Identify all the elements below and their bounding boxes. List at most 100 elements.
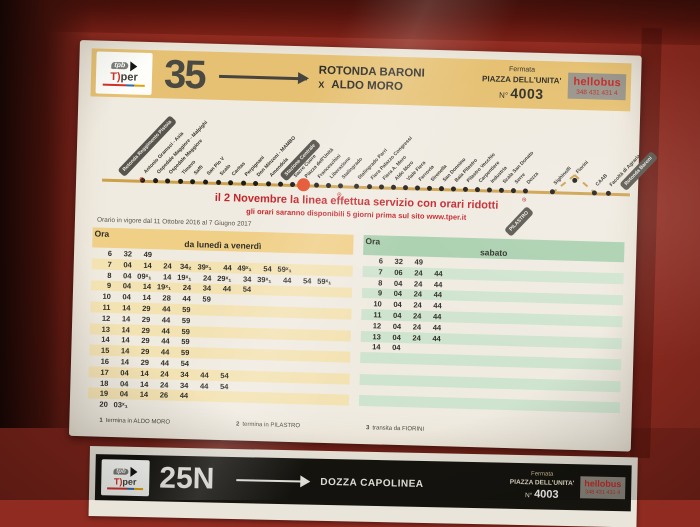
minute-cell: 44 xyxy=(162,304,171,314)
minute-cell: 34 xyxy=(242,274,252,284)
stop-dot xyxy=(474,187,481,193)
minute-cell: 04 xyxy=(123,260,132,270)
hour-cell: 10 xyxy=(373,299,382,309)
arrow-right-icon xyxy=(218,74,307,80)
minute-cell: 59ˣ₁ xyxy=(277,264,292,274)
minute-cell: 24 xyxy=(412,322,422,332)
hour-cell: 13 xyxy=(101,324,111,334)
footnote-marker: 1 xyxy=(99,417,103,424)
tpb-chevron-icon xyxy=(130,60,138,72)
hour-cell: 10 xyxy=(102,291,111,302)
minute-cell: 14 xyxy=(122,303,131,313)
hour-cell: 7 xyxy=(378,267,383,277)
minute-cell: 54 xyxy=(242,285,252,295)
hour-cell: 14 xyxy=(372,342,381,352)
minute-cell: 14 xyxy=(142,282,152,292)
minute-cell: 26 xyxy=(159,390,169,400)
minute-cell: 19ˣ₁ xyxy=(177,272,192,282)
minute-cell: 24 xyxy=(159,379,169,390)
operator-logo: tpb T)per xyxy=(100,459,150,497)
fermata-stop-number: N° 4003 xyxy=(509,487,574,503)
minute-cell: 44 xyxy=(161,315,171,325)
stop-dot xyxy=(522,188,529,194)
stop-dot xyxy=(378,184,385,190)
minute-cell: 32 xyxy=(394,256,404,267)
hour-cell: 17 xyxy=(100,367,109,377)
minute-cell: 39ˣ₁ xyxy=(257,274,272,285)
footnote-marker: 2 xyxy=(235,421,240,428)
minute-cell: 44 xyxy=(222,284,232,294)
saturday-rows: 6 32 49 7 06 24 44 8 04 24 44 9 04 24 44 10 04 24 44 11 04 24… xyxy=(358,255,624,424)
stop-number: 4003 xyxy=(510,84,544,102)
footnote-item: 2 termina in PILASTRO xyxy=(236,422,300,430)
hour-cell: 7 xyxy=(107,259,112,269)
minute-cell: 04 xyxy=(393,300,402,310)
timetable-poster: tpb T)per 35 ROTONDA BARONI X ALDO MORO … xyxy=(68,40,658,452)
operator-logo: tpb T)per xyxy=(95,51,153,96)
stop-dot xyxy=(165,178,171,184)
stop-number-label: N° xyxy=(499,90,509,100)
tper-logo-bar xyxy=(102,83,145,87)
minute-cell: 49 xyxy=(143,249,153,260)
stop-dot xyxy=(353,183,360,189)
minute-cell: 24 xyxy=(412,332,421,343)
minute-cell: 04 xyxy=(393,289,403,299)
stop-dot xyxy=(153,178,159,184)
fermata-stop-number: N° 4003 xyxy=(481,84,561,104)
bottom-timetable-poster: tpb T)per 25N DOZZA CAPOLINEA Fermata PI… xyxy=(88,446,638,527)
stop-dot xyxy=(402,185,409,191)
minute-cell: 29 xyxy=(140,347,150,357)
stop-dot xyxy=(426,185,433,191)
hour-cell: 12 xyxy=(372,321,382,331)
minute-cell: 03ˣ₁ xyxy=(113,400,128,410)
hour-cell: 15 xyxy=(100,345,110,356)
minute-cell: 24 xyxy=(413,279,423,289)
minute-cell: 04 xyxy=(119,389,129,399)
minute-cell: 54 xyxy=(219,381,229,391)
stop-dot xyxy=(605,190,611,196)
hour-cell: 18 xyxy=(99,378,109,388)
stop-dot xyxy=(228,180,234,186)
interchange-symbol-icon: ⊛ xyxy=(139,176,145,183)
minute-cell: 44 xyxy=(182,294,191,304)
footnote-item: 1 termina in ALDO MORO xyxy=(99,418,170,426)
minute-cell: 59 xyxy=(202,294,211,304)
minute-cell: 44 xyxy=(432,322,442,332)
minute-cell: 29 xyxy=(141,325,151,335)
minute-cell: 04 xyxy=(392,343,401,353)
bottom-banner: tpb T)per 25N DOZZA CAPOLINEA Fermata PI… xyxy=(94,454,632,512)
stop-label: Saffi xyxy=(192,164,205,177)
tpb-logo: tpb xyxy=(111,60,138,72)
hellobus-badge: hellobus 348 431 431 4 xyxy=(567,72,627,101)
footnote-item: 3 transita da FIORINI xyxy=(366,425,424,433)
minute-cell: 24 xyxy=(413,289,423,300)
hellobus-phone: 348 431 431 4 xyxy=(584,489,621,497)
minute-cell: 14 xyxy=(139,379,149,389)
hour-cell: 8 xyxy=(378,278,383,288)
minute-cell: 34 xyxy=(202,283,212,294)
minute-cell: 59ˣ₁ xyxy=(317,276,332,286)
minute-cell: 49ˣ₁ xyxy=(237,263,252,273)
weekday-timetable: Ora da lunedì a venerdì 6 32 49 7 04 14 24 34₂ 3… xyxy=(87,227,354,417)
hour-cell: 13 xyxy=(372,331,381,342)
footnote-text: termina in ALDO MORO xyxy=(105,417,171,426)
weekday-rows: 6 32 49 7 04 14 24 34₂ 39ˣ₁ 44 49ˣ₁ 54 59ˣ₁ 8 04 09ˣ₁ 14… xyxy=(87,248,353,417)
tper-logo-per: per xyxy=(122,476,137,487)
stop-dot xyxy=(313,182,320,188)
stop-dot xyxy=(462,186,469,192)
hellobus-badge: hellobus 348 431 431 4 xyxy=(580,476,626,499)
hour-cell: 6 xyxy=(107,248,113,258)
minute-cell: 49 xyxy=(414,257,424,267)
minute-cell: 14 xyxy=(121,335,130,345)
tper-logo: T)per xyxy=(110,70,138,83)
stop-dot xyxy=(190,179,196,185)
stop-label: CAAB xyxy=(594,172,609,188)
minute-cell: 39ˣ₁ xyxy=(197,262,212,272)
minute-cell: 14 xyxy=(139,390,149,400)
footnote-text: termina in PILASTRO xyxy=(242,421,301,430)
minute-cell: 29ˣ₁ xyxy=(217,273,232,283)
line-number: 35 xyxy=(163,52,206,98)
hour-cell: 16 xyxy=(100,356,110,366)
minute-cell: 06 xyxy=(394,267,403,277)
minute-cell: 44 xyxy=(161,336,170,347)
